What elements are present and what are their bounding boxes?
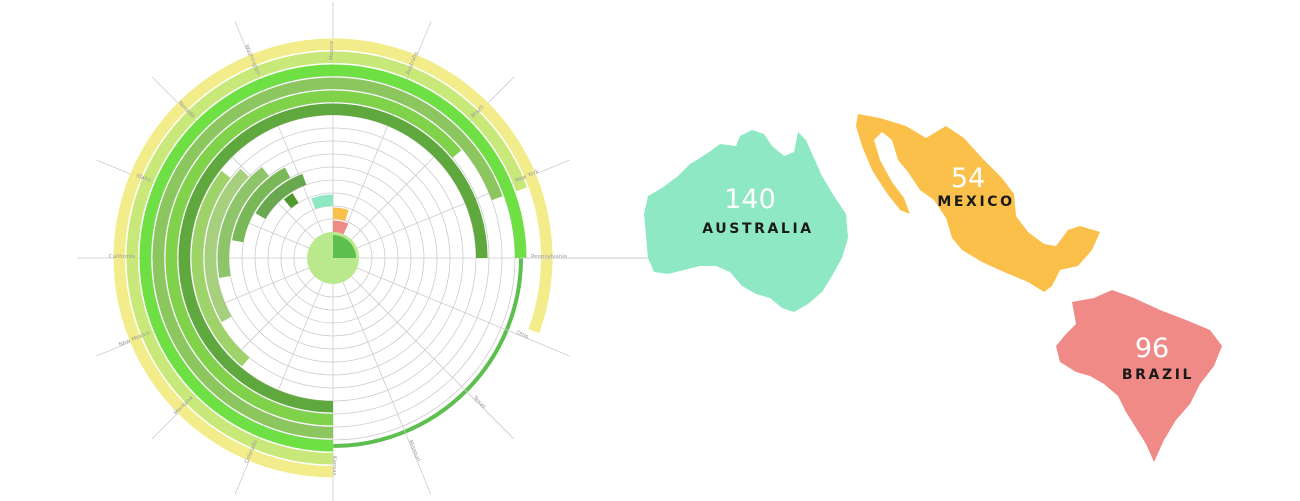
brazil-label: BRAZIL [1122,367,1194,383]
bar-montana [191,170,250,367]
bar-nevada [255,173,307,219]
bar-mexico [333,207,349,221]
radial-line [356,267,570,357]
axis-label-ohio: Ohio [515,330,530,341]
australia-label: AUSTRALIA [702,221,813,237]
brazil-map: 96 BRAZIL [1056,290,1222,462]
brazil-shape [1056,290,1222,462]
axis-label-missouri: Missouri [407,439,421,463]
australia-map: 140 AUSTRALIA [644,130,848,312]
mexico-value: 54 [951,163,985,194]
mexico-shape [856,114,1100,292]
axis-label-mexico: Mexico [329,40,335,60]
bar-washington [283,193,299,209]
radial-line [351,276,515,440]
bar-brazil [333,220,349,235]
center-wedge [333,235,356,258]
bar-kansas [165,90,462,426]
brazil-value: 96 [1135,333,1169,364]
bar-idaho [232,167,291,243]
axis-label-california: California [109,254,135,260]
radial-bars [113,38,553,478]
mexico-label: MEXICO [937,194,1014,210]
australia-shape [644,130,848,312]
bar-australia [311,194,333,210]
axis-label-kansas: Kansas [331,456,337,476]
mexico-map: 54 MEXICO [856,114,1100,292]
australia-value: 140 [724,184,776,215]
axis-label-texas: Texas [471,394,487,410]
bar-new-mexico [204,168,249,323]
axis-label-pennsylvania: Pennsylvania [531,254,567,260]
bar-california [217,166,269,279]
radial-line [342,281,432,495]
axis-label-idaho: Idaho [135,173,152,185]
